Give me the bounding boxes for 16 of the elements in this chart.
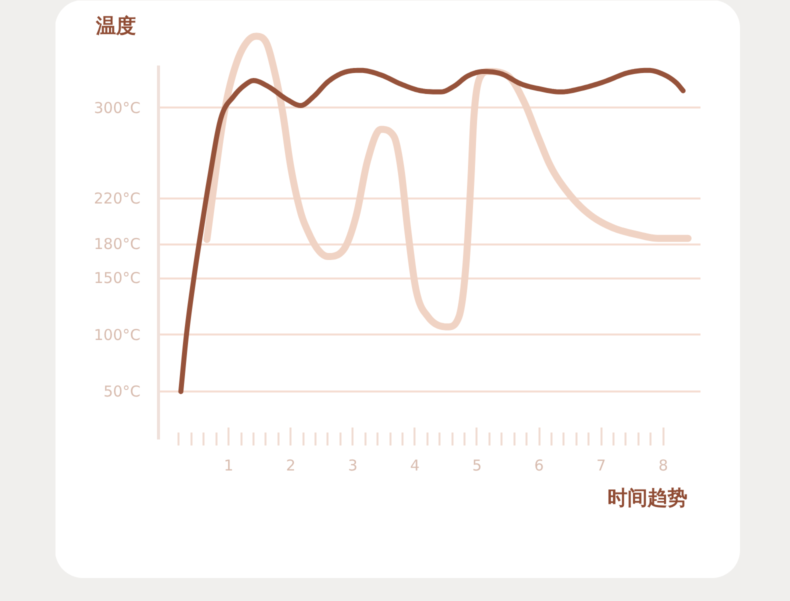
x-tick-label: 7 [596, 456, 606, 474]
y-tick-label: 300°C [94, 98, 141, 117]
y-tick-label: 220°C [94, 190, 141, 208]
x-tick-label: 3 [348, 456, 358, 474]
x-tick-label: 4 [410, 456, 420, 474]
y-tick-label: 150°C [94, 269, 141, 288]
y-tick-label: 100°C [94, 326, 141, 344]
y-tick-label: 180°C [94, 235, 141, 254]
x-tick-label: 1 [224, 456, 234, 474]
y-tick-label: 50°C [103, 382, 140, 401]
y-axis-title: 温度 [94, 14, 136, 38]
x-tick-label: 6 [534, 456, 544, 474]
x-tick-label: 5 [472, 456, 482, 474]
x-tick-label: 2 [286, 456, 296, 474]
x-tick-label: 8 [658, 456, 668, 474]
x-axis-title: 时间趋势 [608, 486, 688, 510]
